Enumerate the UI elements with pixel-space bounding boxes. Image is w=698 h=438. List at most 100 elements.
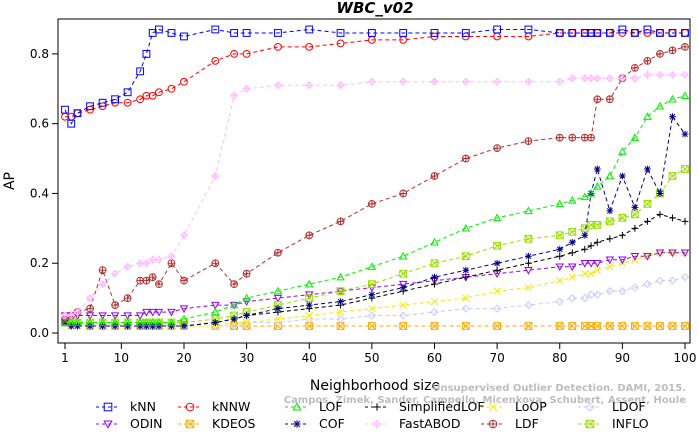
data-point-fastabod bbox=[85, 294, 95, 303]
data-point-fastabod bbox=[605, 74, 614, 83]
data-point-ldof bbox=[493, 304, 502, 313]
legend-label-inflo: INFLO bbox=[612, 416, 649, 431]
x-tick-label: 40 bbox=[302, 351, 317, 365]
data-point-fastabod bbox=[73, 307, 82, 317]
legend-marker-odin bbox=[103, 420, 113, 429]
data-point-loop bbox=[211, 322, 220, 330]
data-point-fastabod bbox=[555, 77, 564, 86]
data-point-loop bbox=[430, 297, 439, 306]
data-point-knn bbox=[461, 29, 470, 37]
series-knn bbox=[61, 25, 689, 128]
data-point-loop bbox=[555, 276, 564, 285]
data-point-odin bbox=[142, 308, 151, 317]
data-point-cof bbox=[681, 130, 689, 138]
data-point-odin bbox=[580, 260, 590, 268]
data-point-lof bbox=[430, 237, 439, 246]
data-point-ldof bbox=[568, 294, 577, 303]
series-line-odin bbox=[65, 252, 685, 317]
data-point-knn bbox=[73, 109, 82, 118]
data-point-inflo bbox=[580, 224, 589, 233]
data-point-knn bbox=[580, 29, 589, 37]
data-point-ldf bbox=[143, 277, 150, 285]
x-tick-label: 90 bbox=[615, 351, 630, 365]
data-point-knn bbox=[305, 25, 314, 34]
data-point-knn bbox=[605, 29, 614, 37]
data-point-ldof bbox=[524, 300, 533, 310]
data-point-inflo bbox=[643, 200, 652, 208]
data-point-cof bbox=[337, 298, 344, 305]
data-point-simplifiedlof bbox=[581, 245, 589, 253]
data-point-odin bbox=[273, 294, 283, 303]
data-point-cof bbox=[274, 305, 282, 312]
data-point-kdeos bbox=[399, 322, 408, 330]
data-point-fastabod bbox=[142, 259, 151, 268]
data-point-cof bbox=[168, 322, 175, 330]
data-point-simplifiedlof bbox=[525, 259, 532, 267]
chart-title: WBC_v02 bbox=[336, 0, 413, 17]
data-point-loop bbox=[242, 318, 251, 327]
data-point-knnw bbox=[148, 91, 157, 100]
data-point-odin bbox=[85, 312, 95, 320]
data-point-lof bbox=[304, 279, 314, 288]
data-point-ldf bbox=[556, 134, 564, 142]
data-point-simplifiedlof bbox=[656, 210, 664, 218]
data-point-ldf bbox=[568, 134, 576, 142]
series-line-fastabod bbox=[65, 74, 685, 317]
legend-label-fastabod: FastABOD bbox=[399, 416, 461, 431]
series-fastabod bbox=[60, 70, 690, 320]
data-point-ldf bbox=[99, 266, 106, 274]
legend-item-knn: kNN bbox=[96, 399, 156, 414]
data-point-simplifiedlof bbox=[462, 273, 470, 281]
data-point-knn bbox=[430, 29, 439, 37]
data-point-loop bbox=[568, 273, 577, 281]
data-point-ldf bbox=[681, 43, 689, 51]
legend-marker-knnw bbox=[185, 402, 195, 412]
data-point-loop bbox=[368, 304, 376, 313]
citation-reference: Unsupervised Outlier Detection. DAMI, 20… bbox=[432, 383, 686, 394]
legend: kNN kNNW LOF SimplifiedLOF LoOP LDOF ODIN KDEOS… bbox=[96, 399, 649, 431]
data-point-cof bbox=[556, 245, 564, 253]
data-point-fastabod bbox=[618, 74, 627, 83]
data-point-ldf bbox=[525, 137, 532, 145]
data-point-odin bbox=[593, 260, 602, 268]
data-point-fastabod bbox=[123, 262, 132, 271]
data-point-cof bbox=[149, 322, 157, 330]
data-point-ldof bbox=[618, 287, 627, 296]
legend-marker-knn bbox=[103, 402, 113, 412]
data-point-knn bbox=[111, 95, 120, 104]
data-point-knn bbox=[155, 25, 163, 34]
data-point-ldf bbox=[368, 200, 376, 208]
data-point-knn bbox=[230, 29, 238, 37]
data-point-fastabod bbox=[668, 70, 677, 79]
data-point-ldf bbox=[462, 155, 470, 162]
data-point-simplifiedlof bbox=[618, 231, 626, 239]
data-point-cof bbox=[368, 291, 376, 299]
data-point-simplifiedlof bbox=[669, 214, 676, 222]
legend-item-loop: LoOP bbox=[481, 399, 547, 414]
data-point-lof bbox=[148, 318, 157, 326]
data-point-knn bbox=[67, 119, 76, 128]
legend-label-knnw: kNNW bbox=[212, 399, 250, 414]
data-point-loop bbox=[274, 315, 282, 323]
data-point-fastabod bbox=[461, 77, 470, 86]
data-point-inflo bbox=[305, 294, 314, 303]
data-point-ldf bbox=[305, 231, 313, 239]
data-point-odin bbox=[398, 280, 408, 289]
legend-marker-inflo bbox=[585, 419, 595, 429]
data-point-ldf bbox=[149, 273, 157, 281]
data-point-ldf bbox=[581, 134, 589, 142]
data-point-knn bbox=[568, 29, 577, 37]
legend-label-kdeos: KDEOS bbox=[212, 416, 256, 431]
data-point-fastabod bbox=[680, 70, 690, 79]
legend-marker-cof bbox=[293, 420, 301, 428]
y-tick-label: 0.0 bbox=[30, 326, 49, 340]
legend-marker-kdeos bbox=[185, 419, 195, 429]
data-point-ldf bbox=[656, 50, 664, 58]
legend-label-ldf: LDF bbox=[515, 416, 539, 431]
data-point-odin bbox=[618, 256, 627, 265]
data-point-knn bbox=[493, 25, 502, 34]
legend-item-simplifiedlof: SimplifiedLOF bbox=[365, 399, 485, 414]
legend-marker-ldf bbox=[489, 420, 497, 428]
data-point-inflo bbox=[230, 311, 238, 320]
x-tick-label: 70 bbox=[489, 351, 504, 365]
